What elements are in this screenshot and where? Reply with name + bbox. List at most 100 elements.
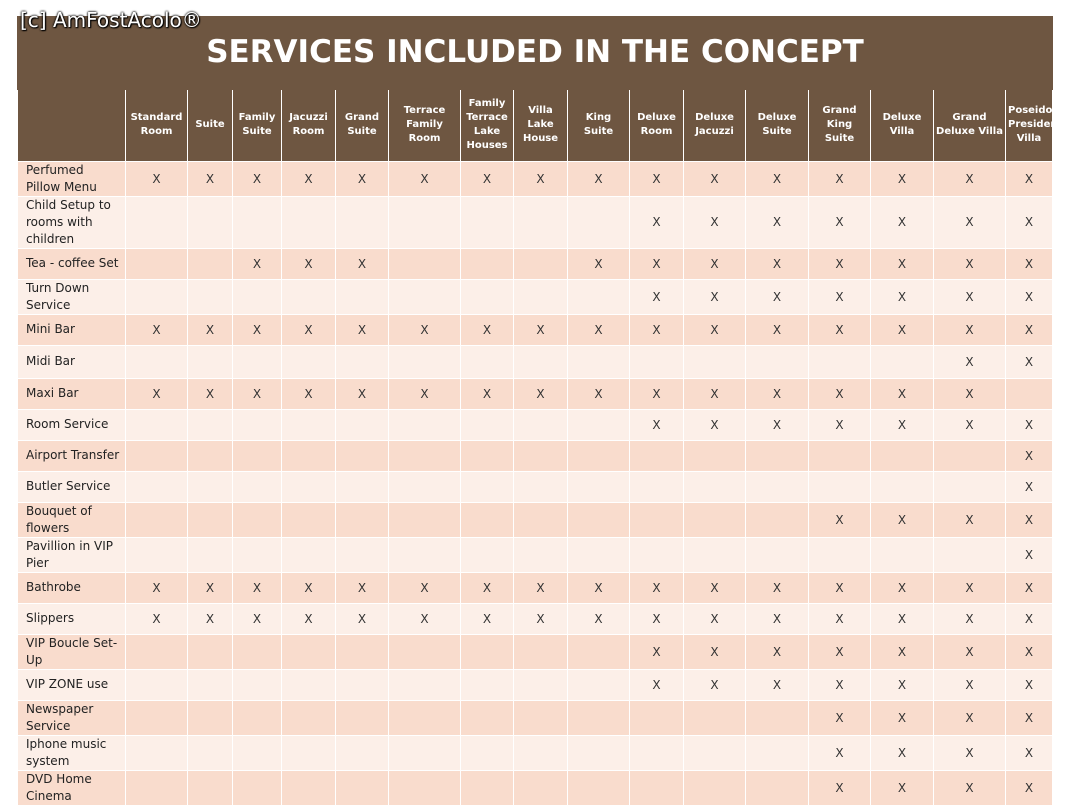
table-cell	[388, 408, 461, 441]
table-cell: X	[808, 247, 871, 280]
table-cell	[232, 439, 282, 472]
table-cell: X	[745, 668, 809, 701]
table-cell	[281, 668, 336, 701]
table-cell	[460, 633, 514, 670]
table-cell	[335, 278, 389, 315]
column-header: Deluxe Jacuzzi	[683, 90, 746, 162]
table-cell: X	[745, 602, 809, 635]
table-cell	[281, 699, 336, 736]
table-cell	[281, 633, 336, 670]
table-cell: X	[1005, 501, 1053, 538]
table-cell	[460, 470, 514, 503]
table-cell	[187, 501, 233, 538]
table-cell	[460, 501, 514, 538]
table-cell: X	[1005, 313, 1053, 346]
row-label: Maxi Bar	[17, 377, 126, 410]
table-cell: X	[629, 278, 684, 315]
table-cell	[629, 344, 684, 379]
table-cell: X	[933, 160, 1006, 197]
table-row: Airport Transfer X	[17, 439, 1053, 472]
table-cell: X	[933, 408, 1006, 441]
column-header: Terrace Family Room	[388, 90, 461, 162]
table-cell	[388, 633, 461, 670]
table-cell: X	[808, 501, 871, 538]
title-banner: SERVICES INCLUDED IN THE CONCEPT	[17, 16, 1053, 90]
table-cell: X	[232, 313, 282, 346]
table-cell	[281, 408, 336, 441]
table-cell	[513, 668, 568, 701]
table-cell	[187, 470, 233, 503]
table-cell: X	[1005, 536, 1053, 573]
table-cell	[187, 699, 233, 736]
table-cell: X	[870, 377, 934, 410]
watermark: [c] AmFostAcolo®	[20, 8, 202, 32]
table-cell: X	[388, 377, 461, 410]
table-cell	[683, 536, 746, 573]
table-cell: X	[187, 602, 233, 635]
table-cell: X	[870, 571, 934, 604]
table-cell: X	[629, 160, 684, 197]
table-cell	[388, 247, 461, 280]
table-cell	[567, 633, 630, 670]
table-cell	[567, 536, 630, 573]
table-row: Room Service X X X X X X X	[17, 408, 1053, 441]
table-cell	[933, 439, 1006, 472]
table-cell	[745, 501, 809, 538]
table-cell	[388, 668, 461, 701]
table-cell	[460, 668, 514, 701]
table-cell: X	[808, 195, 871, 249]
row-label: Bathrobe	[17, 571, 126, 604]
table-row: VIP ZONE use X X X X X X X	[17, 668, 1053, 701]
table-cell: X	[335, 602, 389, 635]
table-cell	[683, 734, 746, 771]
table-cell: X	[1005, 734, 1053, 771]
table-cell: X	[933, 247, 1006, 280]
table-cell: X	[125, 602, 188, 635]
row-label: Slippers	[17, 602, 126, 635]
table-cell	[567, 668, 630, 701]
table-cell	[232, 470, 282, 503]
table-cell: X	[808, 633, 871, 670]
table-cell: X	[683, 313, 746, 346]
table-cell	[388, 278, 461, 315]
table-cell: X	[629, 313, 684, 346]
table-cell: X	[1005, 602, 1053, 635]
table-cell	[460, 278, 514, 315]
table-cell	[567, 278, 630, 315]
table-cell: X	[745, 160, 809, 197]
table-cell	[232, 536, 282, 573]
table-cell	[335, 668, 389, 701]
table-cell: X	[1005, 247, 1053, 280]
table-cell: X	[281, 377, 336, 410]
table-cell: X	[745, 571, 809, 604]
table-cell	[388, 470, 461, 503]
table-cell: X	[281, 571, 336, 604]
table-cell: X	[388, 313, 461, 346]
table-cell: X	[808, 571, 871, 604]
table-row: Butler Service X	[17, 470, 1053, 503]
table-cell: X	[870, 247, 934, 280]
table-cell: X	[870, 699, 934, 736]
table-header-row: Standard Room Suite Family Suite Jacuzzi Ro…	[17, 90, 1076, 162]
table-cell: X	[232, 571, 282, 604]
table-cell: X	[629, 668, 684, 701]
table-cell: X	[125, 571, 188, 604]
table-row: Mini Bar X X X X X X X X X X X X X X X X	[17, 313, 1053, 346]
table-cell	[125, 470, 188, 503]
table-cell: X	[933, 571, 1006, 604]
table-cell: X	[870, 734, 934, 771]
page-title: SERVICES INCLUDED IN THE CONCEPT	[206, 34, 864, 70]
table-cell	[232, 408, 282, 441]
table-cell: X	[460, 160, 514, 197]
table-cell	[629, 734, 684, 771]
table-cell: X	[933, 734, 1006, 771]
table-cell	[187, 734, 233, 771]
table-cell: X	[232, 160, 282, 197]
table-cell: X	[281, 313, 336, 346]
table-cell: X	[745, 278, 809, 315]
row-label: Iphone music system	[17, 734, 126, 771]
table-cell	[808, 536, 871, 573]
table-cell	[513, 439, 568, 472]
table-cell: X	[1005, 571, 1053, 604]
table-cell: X	[683, 195, 746, 249]
